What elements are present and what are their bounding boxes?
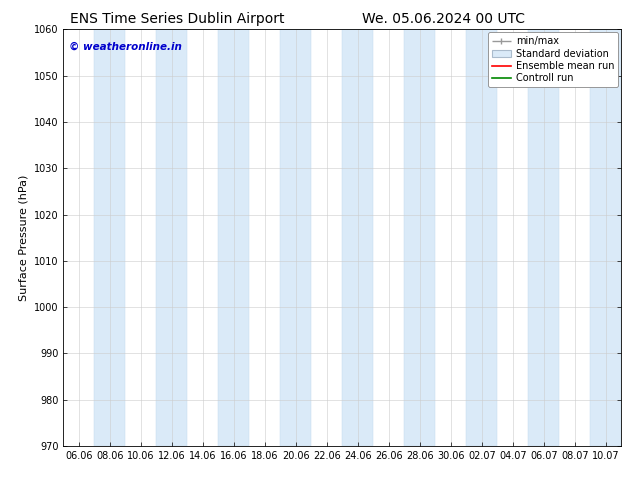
Text: © weatheronline.in: © weatheronline.in bbox=[69, 42, 182, 52]
Bar bbox=[280, 29, 311, 446]
Bar bbox=[590, 29, 621, 446]
Text: ENS Time Series Dublin Airport: ENS Time Series Dublin Airport bbox=[70, 12, 285, 26]
Bar bbox=[342, 29, 373, 446]
Bar bbox=[528, 29, 559, 446]
Text: We. 05.06.2024 00 UTC: We. 05.06.2024 00 UTC bbox=[362, 12, 526, 26]
Legend: min/max, Standard deviation, Ensemble mean run, Controll run: min/max, Standard deviation, Ensemble me… bbox=[488, 32, 618, 87]
Bar bbox=[467, 29, 497, 446]
Bar bbox=[404, 29, 436, 446]
Bar bbox=[218, 29, 249, 446]
Bar bbox=[157, 29, 188, 446]
Y-axis label: Surface Pressure (hPa): Surface Pressure (hPa) bbox=[18, 174, 29, 301]
Bar bbox=[94, 29, 126, 446]
